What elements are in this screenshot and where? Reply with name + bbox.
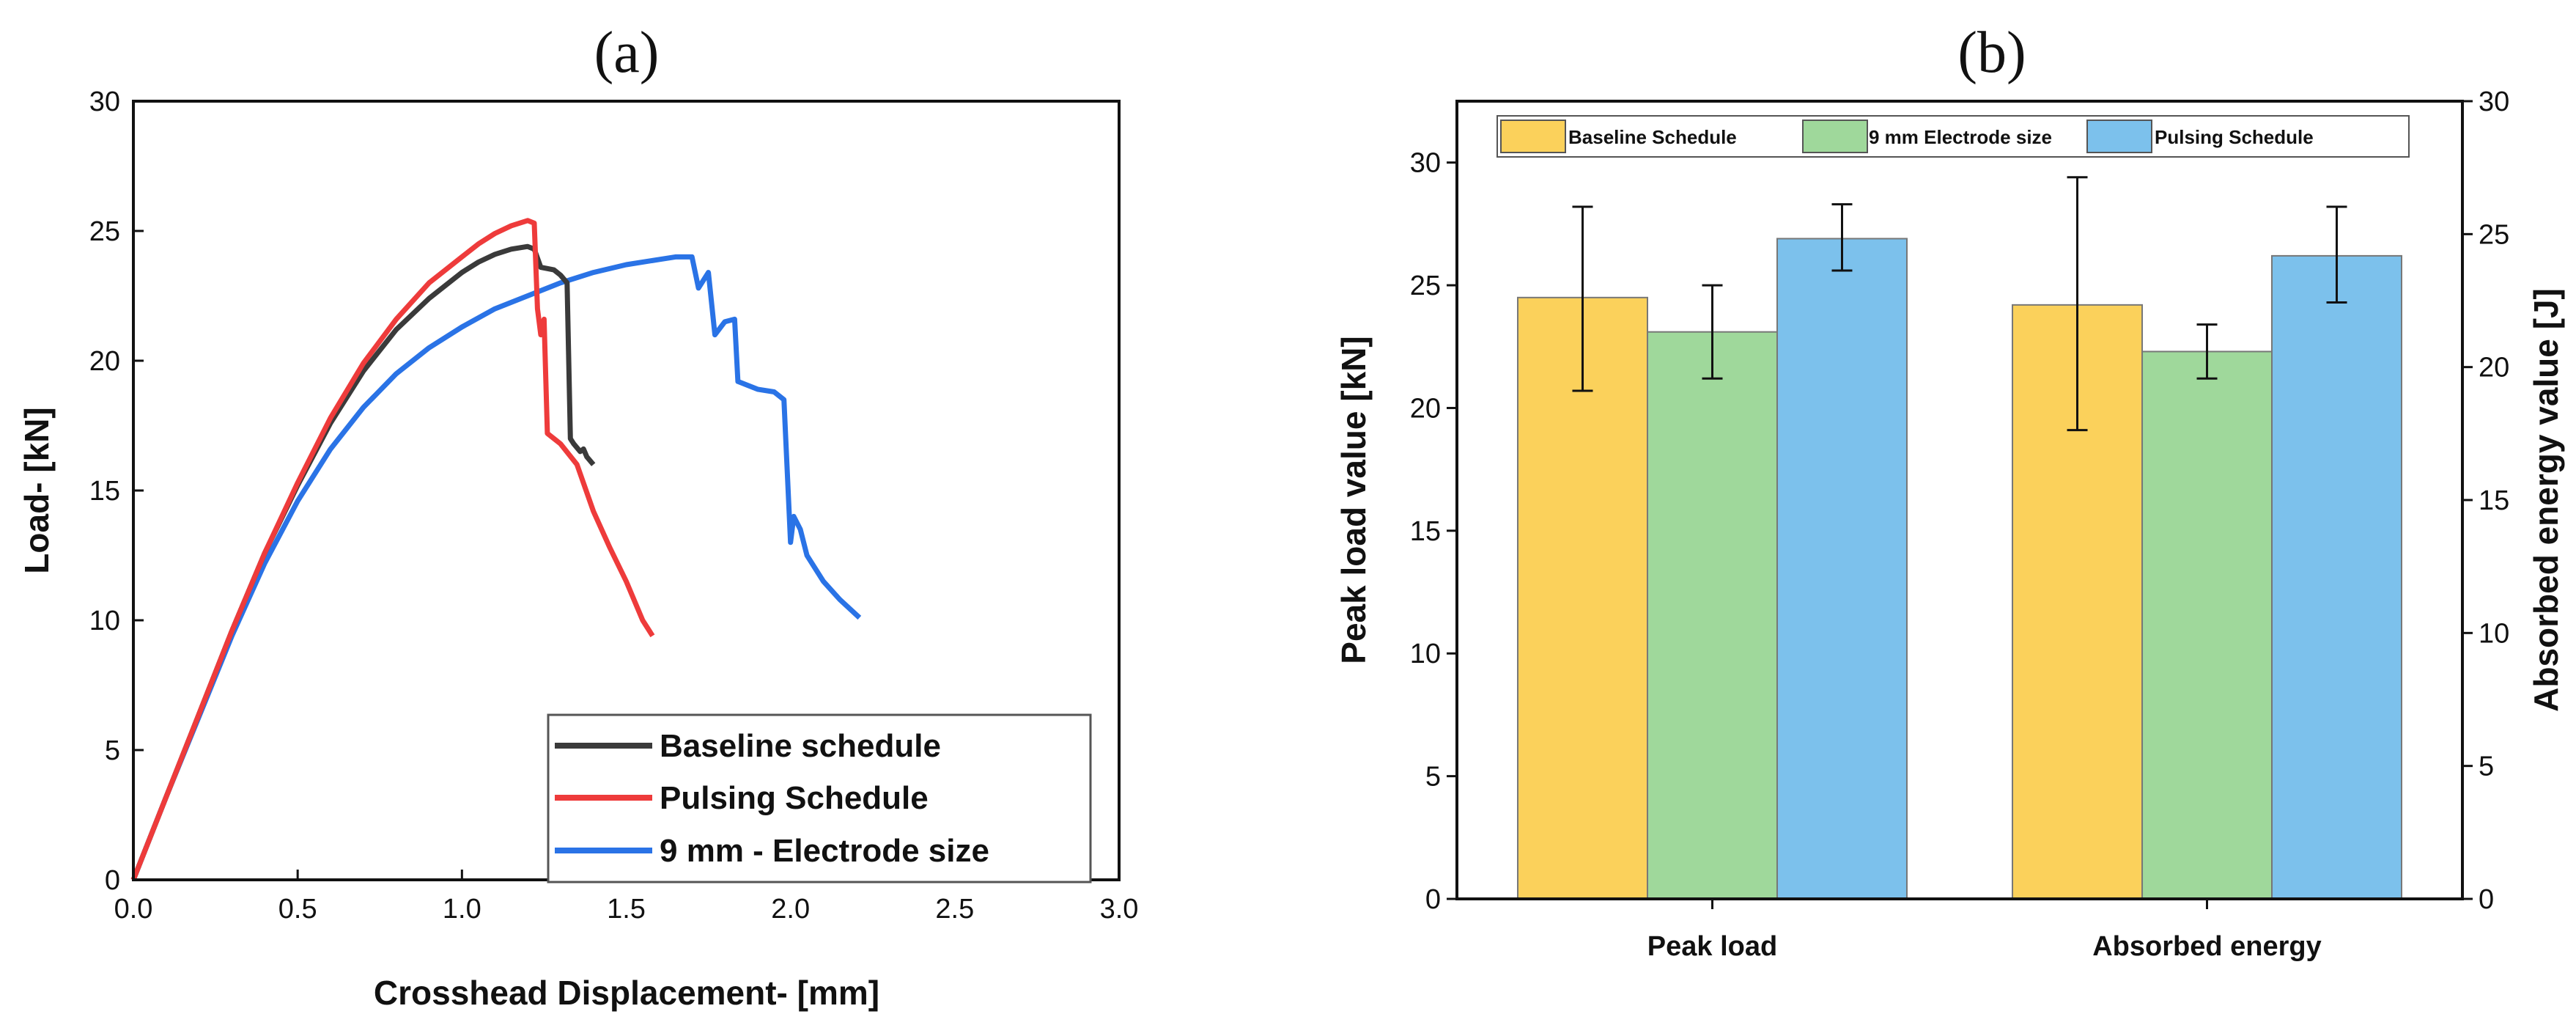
- chart-b-y2-tick-label: 25: [2479, 219, 2509, 250]
- chart-b-y-tick-label: 0: [1425, 884, 1441, 915]
- chart-a-y-tick-label: 20: [89, 346, 120, 377]
- chart-b-plot-frame: [1455, 100, 2464, 900]
- bar-pulsing-absorbed-energy: [2271, 254, 2403, 900]
- chart-b-y2-tick-label: 0: [2479, 884, 2494, 915]
- chart-a-x-tick-label: 3.0: [1100, 894, 1139, 925]
- chart-b-y2-tick-label: 15: [2479, 485, 2509, 516]
- chart-a-y-tick-label: 0: [105, 865, 120, 896]
- legend-swatch-pulsing-b: [2086, 120, 2152, 153]
- chart-b-y2-tick-label: 30: [2479, 87, 2509, 117]
- panel-b-label: (b): [1957, 21, 2026, 85]
- chart-b-y2-tick-label: 20: [2479, 353, 2509, 383]
- series-line-electrode: [130, 254, 862, 881]
- chart-a-x-tick-label: 1.5: [607, 894, 646, 925]
- chart-a-y-axis-label: Load- [kN]: [18, 407, 56, 573]
- chart-b-y-tick-label: 25: [1410, 271, 1441, 301]
- chart-a-y-tick-label: 15: [89, 476, 120, 507]
- chart-a-x-tick-label: 2.5: [935, 894, 974, 925]
- legend-label-pulsing: Pulsing Schedule: [660, 780, 929, 816]
- bar-electrode-peak-load: [1646, 331, 1778, 900]
- chart-a-y-tick-label: 10: [89, 606, 120, 636]
- chart-b-y2-axis-label: Absorbed energy value [J]: [2527, 288, 2565, 712]
- legend-label-electrode-b: 9 mm Electrode size: [1869, 126, 2052, 148]
- series-line-pulsing: [130, 218, 655, 881]
- chart-a-x-tick-label: 1.0: [443, 894, 481, 925]
- chart-a-y-tick-label: 25: [89, 216, 120, 247]
- series-line-baseline: [130, 243, 596, 881]
- chart-a-x-axis-label: Crosshead Displacement- [mm]: [374, 974, 879, 1012]
- chart-b-legend: Baseline Schedule 9 mm Electrode size Pu…: [1496, 115, 2410, 158]
- panel-a-label: (a): [594, 21, 660, 85]
- legend-label-pulsing-b: Pulsing Schedule: [2155, 126, 2314, 148]
- legend-label-baseline: Baseline schedule: [660, 728, 941, 764]
- category-label: Absorbed energy: [2092, 931, 2322, 962]
- chart-a-legend: Baseline schedule Pulsing Schedule 9 mm …: [547, 713, 1092, 883]
- chart-a-y-tick-label: 5: [105, 735, 120, 766]
- chart-a-x-tick-label: 2.0: [771, 894, 810, 925]
- chart-b-y2-tick-label: 10: [2479, 618, 2509, 649]
- chart-a-x-tick-label: 0.0: [114, 894, 153, 925]
- legend-swatch-baseline-b: [1500, 120, 1566, 153]
- chart-b-y-tick-label: 5: [1425, 762, 1441, 793]
- chart-a-y-tick-label: 30: [89, 87, 120, 117]
- chart-b-y-tick-label: 10: [1410, 639, 1441, 669]
- chart-b-legend-box: [1496, 115, 2410, 158]
- legend-label-baseline-b: Baseline Schedule: [1568, 126, 1737, 148]
- legend-label-electrode: 9 mm - Electrode size: [660, 833, 989, 869]
- legend-swatch-electrode-b: [1802, 120, 1868, 153]
- chart-a-x-tick-label: 0.5: [278, 894, 317, 925]
- bar-electrode-absorbed-energy: [2141, 350, 2273, 900]
- category-label: Peak load: [1647, 931, 1777, 962]
- chart-a: (a) 0.0 0.5 1.0 1.5 2.0 2.5 3.0 0 5 10 15 20 25 30 Cr…: [18, 21, 1138, 1012]
- chart-b-y-axis-label: Peak load value [kN]: [1335, 336, 1373, 664]
- chart-b-y2-tick-label: 5: [2479, 752, 2494, 782]
- chart-b-y-tick-label: 15: [1410, 516, 1441, 547]
- chart-b-y-tick-label: 20: [1410, 393, 1441, 424]
- bar-pulsing-peak-load: [1776, 238, 1908, 900]
- chart-b: (b) Peak load Absorbed energy 0 5 10 15 20 25 3…: [1335, 21, 2565, 962]
- chart-b-y-tick-label: 30: [1410, 148, 1441, 179]
